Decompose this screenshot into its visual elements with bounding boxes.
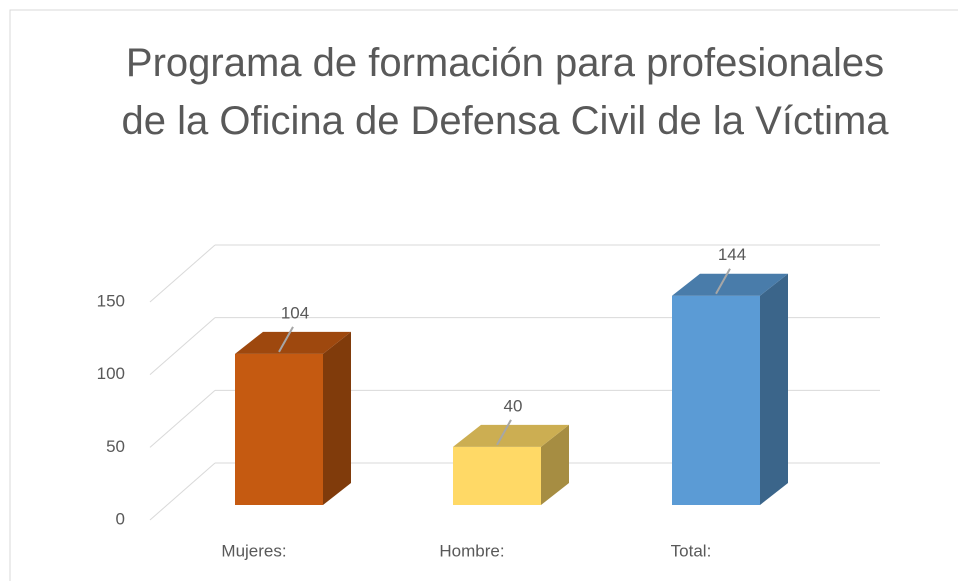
x-tick-label: Total:: [671, 541, 712, 560]
y-tick-label: 150: [97, 291, 125, 310]
x-tick-label: Hombre:: [439, 541, 504, 560]
bar-top: [453, 424, 569, 447]
bar-top: [672, 273, 788, 296]
data-label: 40: [504, 396, 523, 415]
chart-title: Programa de formación para profesionales…: [121, 41, 889, 143]
bar: [672, 295, 760, 505]
data-label: 104: [281, 303, 309, 322]
grid-line: [149, 317, 216, 376]
grid-line: [149, 462, 216, 521]
grid-line: [149, 244, 216, 303]
bar-top: [235, 331, 351, 354]
y-tick-label: 50: [106, 437, 125, 456]
chart-frame: [9, 9, 958, 581]
grid-line: [149, 389, 216, 448]
y-tick-label: 100: [97, 364, 125, 383]
leader-line: [496, 419, 512, 446]
bar-side: [323, 331, 351, 505]
leader-line: [715, 268, 731, 295]
bar-side: [541, 424, 569, 505]
x-tick-label: Mujeres:: [221, 541, 286, 560]
bar-side: [760, 273, 788, 505]
leader-line: [278, 326, 294, 353]
data-label: 144: [718, 245, 746, 264]
bar: [453, 446, 541, 505]
y-tick-label: 0: [116, 509, 125, 528]
bar: [235, 353, 323, 505]
